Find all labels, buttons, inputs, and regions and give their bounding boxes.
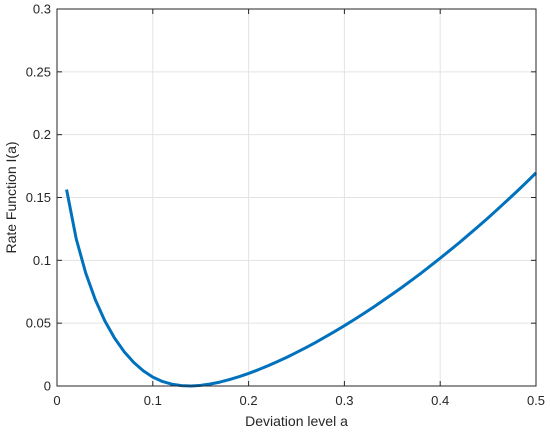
ticks: 0 0.1 0.2 0.3 0.4 0.5 0 0.05 0.1 0.15 0.2 0.25 0.3 <box>26 2 545 409</box>
x-tick-label: 0 <box>53 393 60 408</box>
x-tick-label: 0.2 <box>240 393 258 408</box>
y-tick-label: 0.1 <box>33 253 51 268</box>
y-tick-label: 0.05 <box>26 316 51 331</box>
y-axis-label: Rate Function I(a) <box>3 141 19 253</box>
x-tick-label: 0.1 <box>144 393 162 408</box>
grid-lines <box>57 9 536 386</box>
y-tick-label: 0.2 <box>33 127 51 142</box>
y-tick-label: 0 <box>44 379 51 394</box>
x-tick-label: 0.5 <box>527 393 545 408</box>
series-line-1 <box>65 171 538 388</box>
x-tick-label: 0.4 <box>431 393 449 408</box>
y-tick-label: 0.3 <box>33 2 51 17</box>
y-tick-label: 0.15 <box>26 190 51 205</box>
x-tick-label: 0.3 <box>335 393 353 408</box>
x-axis-label: Deviation level a <box>245 413 348 429</box>
y-tick-label: 0.25 <box>26 64 51 79</box>
series-layer <box>65 171 538 388</box>
